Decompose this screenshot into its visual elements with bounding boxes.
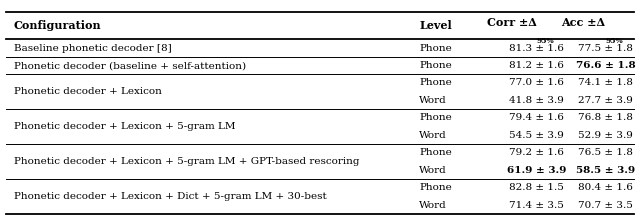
Text: Phonetic decoder + Lexicon + 5-gram LM + GPT-based rescoring: Phonetic decoder + Lexicon + 5-gram LM +…: [14, 157, 360, 166]
Text: 81.2 ± 1.6: 81.2 ± 1.6: [509, 61, 564, 70]
Text: Phone: Phone: [419, 113, 452, 122]
Text: 58.5 ± 3.9: 58.5 ± 3.9: [576, 166, 635, 175]
Text: 27.7 ± 3.9: 27.7 ± 3.9: [578, 96, 633, 105]
Text: Phone: Phone: [419, 148, 452, 157]
Text: Phone: Phone: [419, 183, 452, 192]
Text: Phonetic decoder + Lexicon + Dict + 5-gram LM + 30-best: Phonetic decoder + Lexicon + Dict + 5-gr…: [14, 192, 326, 201]
Text: Phonetic decoder (baseline + self-attention): Phonetic decoder (baseline + self-attent…: [14, 61, 246, 70]
Text: 74.1 ± 1.8: 74.1 ± 1.8: [578, 79, 633, 87]
Text: 79.2 ± 1.6: 79.2 ± 1.6: [509, 148, 564, 157]
Text: 52.9 ± 3.9: 52.9 ± 3.9: [578, 131, 633, 140]
Text: Word: Word: [419, 96, 447, 105]
Text: 82.8 ± 1.5: 82.8 ± 1.5: [509, 183, 564, 192]
Text: Phone: Phone: [419, 79, 452, 87]
Text: 54.5 ± 3.9: 54.5 ± 3.9: [509, 131, 564, 140]
Text: Baseline phonetic decoder [8]: Baseline phonetic decoder [8]: [14, 44, 172, 53]
Text: Level: Level: [419, 20, 452, 31]
Text: 76.5 ± 1.8: 76.5 ± 1.8: [578, 148, 633, 157]
Text: Phonetic decoder + Lexicon: Phonetic decoder + Lexicon: [14, 87, 162, 96]
Text: Word: Word: [419, 201, 447, 210]
Text: 81.3 ± 1.6: 81.3 ± 1.6: [509, 44, 564, 53]
Text: Word: Word: [419, 166, 447, 175]
Text: 95%: 95%: [536, 37, 554, 45]
Text: 61.9 ± 3.9: 61.9 ± 3.9: [507, 166, 566, 175]
Text: 77.5 ± 1.8: 77.5 ± 1.8: [578, 44, 633, 53]
Text: Phone: Phone: [419, 44, 452, 53]
Text: 76.6 ± 1.8: 76.6 ± 1.8: [575, 61, 635, 70]
Text: 80.4 ± 1.6: 80.4 ± 1.6: [578, 183, 633, 192]
Text: 41.8 ± 3.9: 41.8 ± 3.9: [509, 96, 564, 105]
Text: 79.4 ± 1.6: 79.4 ± 1.6: [509, 113, 564, 122]
Text: 95%: 95%: [605, 37, 623, 45]
Text: Phone: Phone: [419, 61, 452, 70]
Text: Corr ±Δ: Corr ±Δ: [486, 16, 536, 28]
Text: Phonetic decoder + Lexicon + 5-gram LM: Phonetic decoder + Lexicon + 5-gram LM: [14, 122, 236, 131]
Text: 76.8 ± 1.8: 76.8 ± 1.8: [578, 113, 633, 122]
Text: 77.0 ± 1.6: 77.0 ± 1.6: [509, 79, 564, 87]
Text: 70.7 ± 3.5: 70.7 ± 3.5: [578, 201, 633, 210]
Text: 71.4 ± 3.5: 71.4 ± 3.5: [509, 201, 564, 210]
Text: Configuration: Configuration: [14, 20, 102, 31]
Text: Word: Word: [419, 131, 447, 140]
Text: Acc ±Δ: Acc ±Δ: [561, 16, 605, 28]
